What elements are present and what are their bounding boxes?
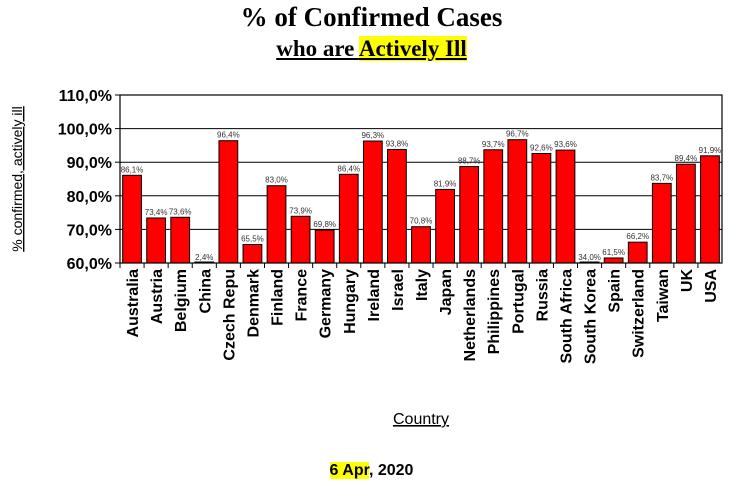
bar	[170, 216, 191, 264]
date-year: , 2020	[368, 462, 414, 479]
y-axis-label: % confirmed, actively ill	[9, 106, 25, 252]
bar	[362, 140, 383, 264]
data-label: 70,8%	[410, 217, 433, 226]
data-label: 86,1%	[121, 165, 144, 174]
data-label: 73,4%	[145, 208, 168, 217]
data-label: 73,6%	[169, 207, 192, 216]
plot-border	[119, 94, 723, 264]
x-tick-label: Philippines	[486, 269, 503, 354]
bar	[627, 241, 648, 264]
x-tick-label: Austria	[149, 269, 166, 324]
x-tick-label: China	[197, 269, 214, 314]
data-label: 91,9%	[699, 146, 722, 155]
data-label: 93,6%	[554, 140, 577, 149]
bar	[675, 163, 696, 264]
date-footer: 6 Apr, 2020	[0, 462, 743, 480]
data-label: 89,4%	[675, 154, 698, 163]
bar	[555, 149, 576, 264]
data-label: 93,7%	[482, 140, 505, 149]
data-label: 65,5%	[241, 235, 264, 244]
y-tick-label: 60,0%	[67, 256, 112, 273]
x-tick-label: Russia	[534, 269, 551, 322]
y-tick-label: 100,0%	[58, 122, 112, 139]
bar	[531, 152, 552, 264]
bar	[651, 182, 672, 264]
data-label: 88,7%	[458, 157, 481, 166]
y-tick-label: 90,0%	[67, 155, 112, 172]
chart-subtitle-highlight: Actively Ill	[358, 36, 467, 61]
data-label: 83,0%	[265, 176, 288, 185]
bar	[411, 226, 431, 264]
x-tick-label: Finland	[270, 269, 287, 326]
x-tick-label: Spain	[607, 269, 624, 313]
date-highlight: 6 Apr	[329, 462, 369, 479]
y-tick-label: 110,0%	[59, 88, 112, 105]
bar	[387, 148, 407, 264]
bar	[242, 244, 263, 264]
chart-subtitle: who are Actively Ill	[0, 36, 743, 62]
data-label: 96,4%	[217, 131, 240, 140]
x-tick-label: Denmark	[245, 269, 262, 338]
data-label: 66,2%	[626, 232, 649, 241]
x-tick-label: Ireland	[366, 269, 383, 321]
x-tick-label: UK	[679, 269, 696, 293]
bar	[266, 185, 287, 264]
bar	[338, 173, 359, 264]
x-tick-label: Taiwan	[655, 269, 672, 322]
data-label: 96,3%	[361, 131, 384, 140]
bar	[218, 140, 239, 264]
y-tick-label: 70,0%	[67, 222, 112, 239]
x-tick-label: Hungary	[342, 269, 359, 334]
data-label: 83,7%	[650, 173, 673, 182]
x-tick-label: Australia	[125, 269, 142, 338]
data-label: 61,5%	[602, 248, 625, 257]
bar	[459, 166, 480, 264]
data-label: 96,7%	[506, 130, 529, 139]
data-label: 93,8%	[386, 139, 409, 148]
x-tick-label: Italy	[414, 269, 431, 301]
bar	[603, 257, 624, 264]
bar	[700, 155, 720, 264]
x-tick-label: Netherlands	[462, 269, 479, 362]
x-tick-label: USA	[703, 269, 720, 303]
x-tick-label: South Africa	[558, 269, 575, 364]
chart-subtitle-prefix: who are	[276, 36, 359, 61]
bar	[122, 174, 142, 264]
data-label: 2,4%	[195, 253, 213, 262]
data-label: 69,8%	[313, 220, 336, 229]
data-label: 73,9%	[289, 206, 312, 215]
bar	[435, 188, 455, 264]
data-label: 92,6%	[530, 143, 553, 152]
x-tick-label: France	[294, 269, 311, 322]
bar	[290, 215, 311, 264]
bar	[483, 149, 504, 264]
bar	[314, 229, 335, 264]
x-tick-label: Israel	[390, 269, 407, 311]
x-tick-label: South Korea	[583, 269, 600, 364]
x-tick-label: Japan	[438, 269, 455, 315]
chart-title: % of Confirmed Cases	[240, 2, 503, 32]
data-label: 34,0%	[578, 253, 601, 262]
x-axis-label: Country	[393, 411, 449, 428]
x-tick-label: Germany	[318, 269, 335, 338]
x-tick-label: Czech Repu	[221, 269, 238, 361]
x-tick-label: Portugal	[510, 269, 527, 334]
bar	[507, 139, 528, 264]
x-tick-label: Belgium	[173, 269, 190, 332]
data-label: 86,4%	[337, 164, 360, 173]
data-label: 81,9%	[434, 179, 457, 188]
bar	[146, 217, 167, 264]
x-tick-label: Switzerland	[631, 269, 648, 358]
y-tick-label: 80,0%	[67, 189, 112, 206]
